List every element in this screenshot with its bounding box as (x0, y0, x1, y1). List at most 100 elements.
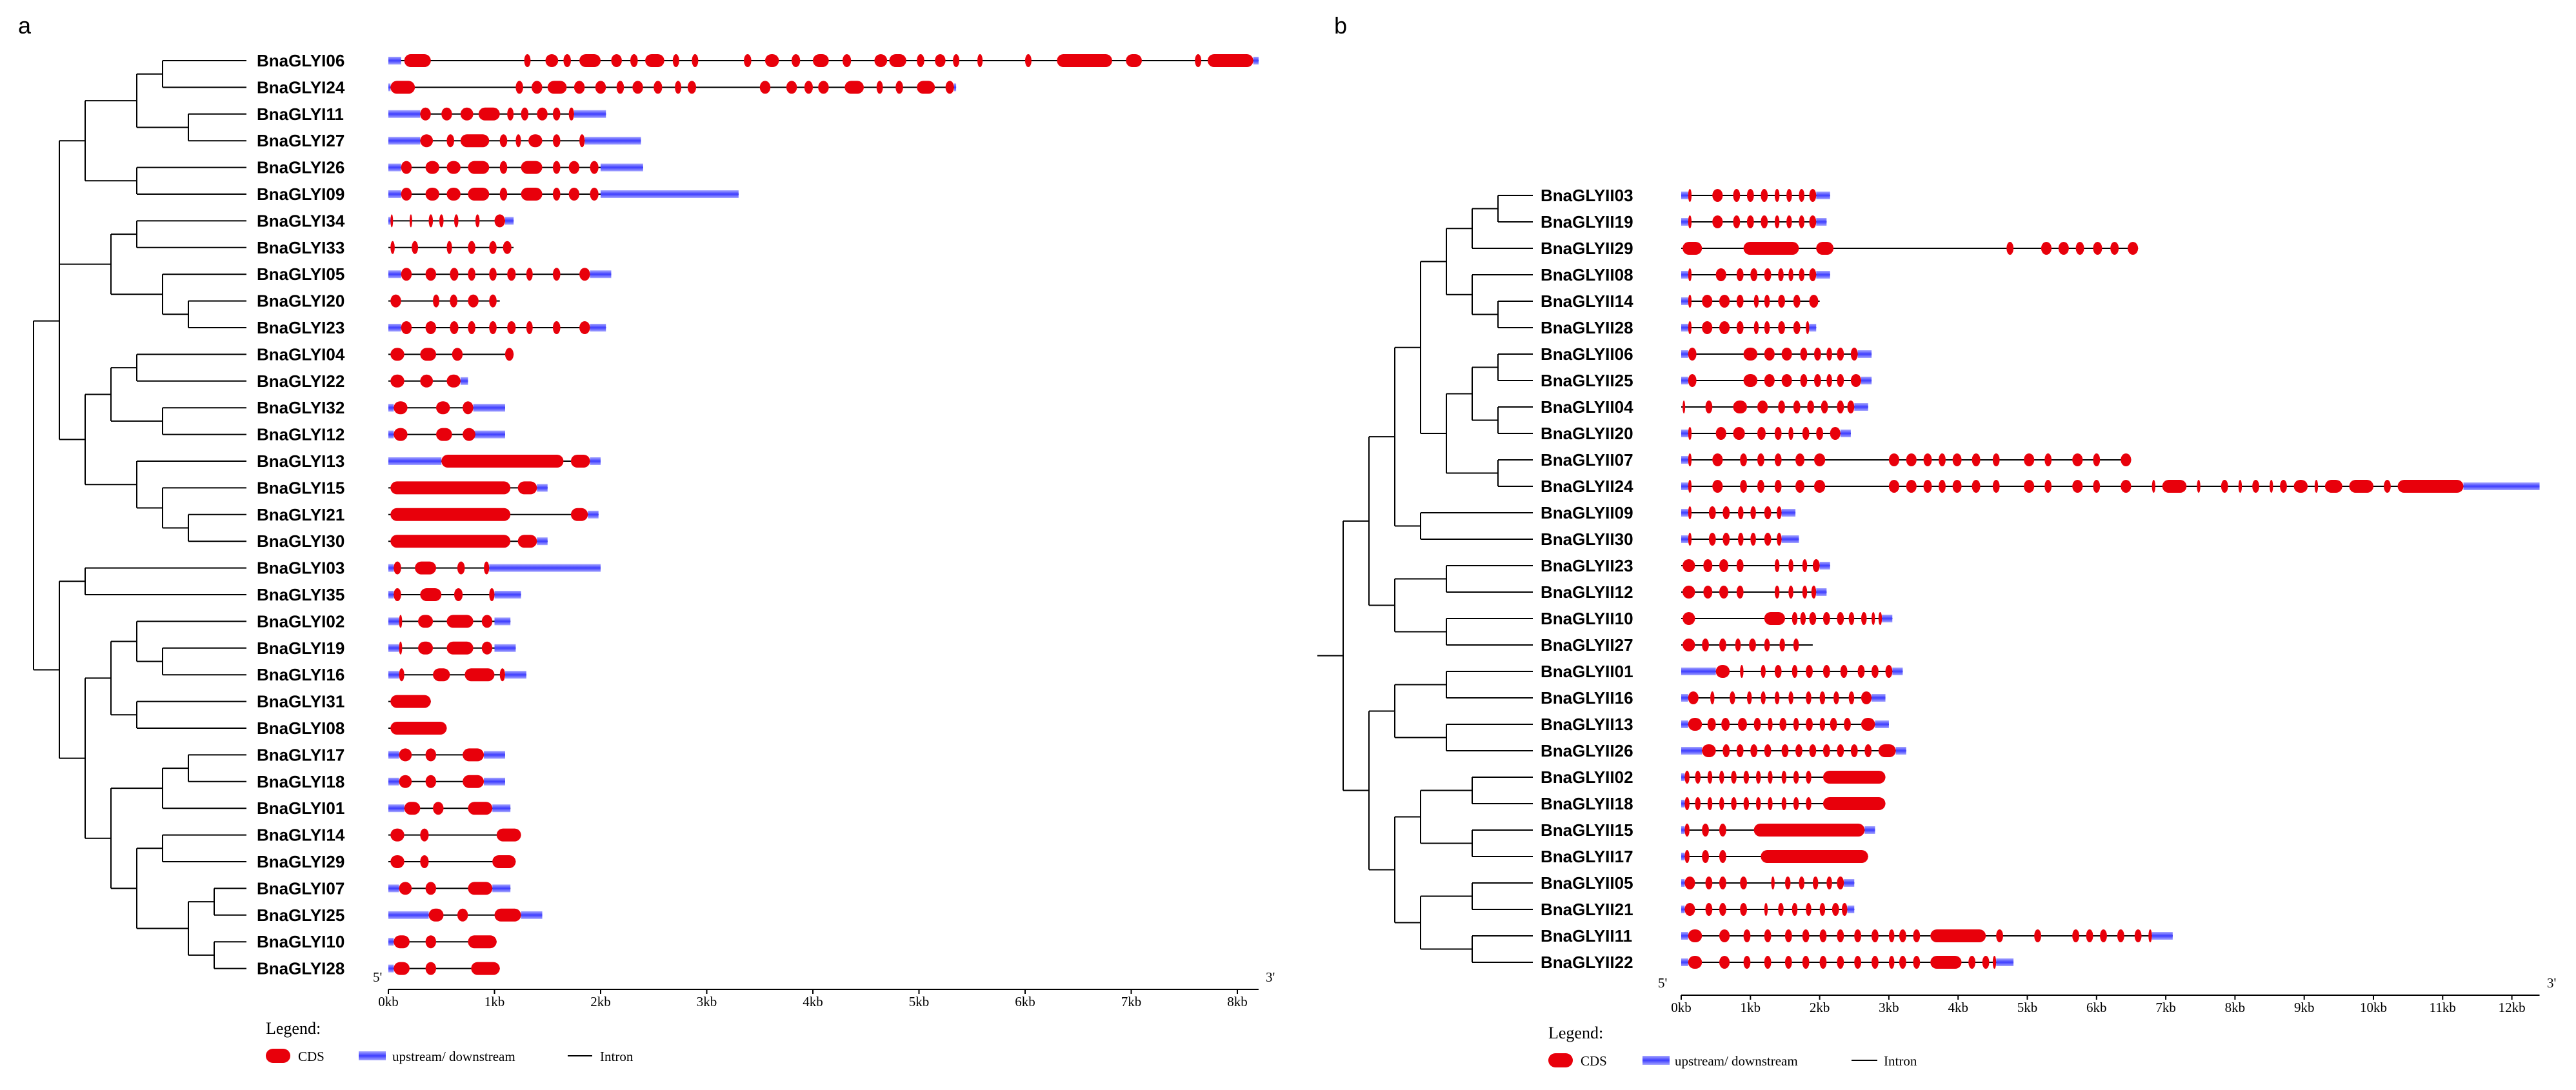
cds-exon (1702, 744, 1716, 757)
gene-structure (1681, 797, 1886, 810)
cds-exon (1761, 189, 1768, 202)
cds-exon (2072, 453, 2083, 466)
gene-label: BnaGLYI04 (257, 344, 345, 364)
cds-exon (1774, 215, 1780, 228)
gene-label: BnaGLYII10 (1541, 609, 1633, 628)
cds-exon (425, 161, 439, 174)
cds-exon (1848, 612, 1855, 625)
downstream-region (492, 804, 511, 813)
cds-exon (450, 268, 459, 281)
gene-structure (1681, 348, 1872, 361)
cds-exon (481, 641, 493, 655)
gene-structure (388, 615, 511, 628)
gene-label: BnaGLYII04 (1541, 397, 1633, 417)
cds-exon (1878, 612, 1882, 625)
cds-exon (1730, 691, 1735, 704)
cds-exon (1837, 374, 1844, 387)
gene-label: BnaGLYII07 (1541, 450, 1633, 470)
cds-exon (2293, 480, 2308, 493)
cds-exon (1788, 427, 1793, 440)
cds-exon (1899, 929, 1906, 942)
cds-exon (425, 935, 437, 949)
gene-structure (1681, 665, 1903, 678)
cds-exon (1854, 929, 1861, 942)
cds-exon (532, 81, 543, 94)
cds-exon (1719, 771, 1724, 784)
cds-exon (917, 54, 924, 67)
axis-tick-label: 7kb (2155, 1000, 2176, 1015)
cds-exon (1777, 506, 1782, 519)
cds-exon (2384, 480, 2391, 493)
legend-title-b: Legend: (1548, 1024, 1603, 1042)
upstream-region (388, 57, 401, 64)
cds-exon (2024, 480, 2035, 493)
cds-exon (1207, 54, 1253, 67)
gene-structure (1681, 189, 1830, 202)
downstream-region (1816, 271, 1830, 279)
cds-exon (1930, 956, 1962, 969)
cds-exon (2110, 242, 2119, 255)
gene-structure (1681, 903, 1855, 916)
cds-exon (390, 294, 401, 308)
cds-exon (1733, 401, 1747, 413)
cds-exon (1746, 189, 1754, 202)
cds-exon (1806, 321, 1810, 334)
cds-exon (1837, 348, 1844, 361)
cds-exon (2117, 929, 2124, 942)
gene-structure (1681, 215, 1827, 228)
cds-exon (524, 54, 531, 67)
cds-exon (1819, 929, 1827, 942)
cds-exon (1703, 559, 1713, 572)
gene-structure (388, 882, 511, 895)
cds-exon (570, 455, 590, 468)
upstream-region (388, 430, 394, 439)
axis-tick-label: 0kb (1671, 1000, 1692, 1015)
cds-exon (1800, 374, 1808, 387)
cds-exon (1822, 665, 1830, 678)
gene-label: BnaGLYII23 (1541, 556, 1633, 575)
cds-exon (433, 294, 439, 308)
downstream-region (504, 217, 514, 225)
gene-label: BnaGLYI07 (257, 878, 344, 898)
cds-exon (895, 81, 903, 94)
cds-exon (446, 641, 474, 655)
cds-exon (1799, 215, 1804, 228)
gene-structure (1681, 427, 1851, 440)
cds-exon (420, 107, 431, 121)
cds-exon (420, 855, 429, 868)
gene-label: BnaGLYI18 (257, 772, 344, 791)
upstream-region (388, 110, 421, 118)
cds-exon (499, 668, 505, 682)
cds-exon (1755, 771, 1761, 784)
cds-exon (1733, 189, 1741, 202)
cds-exon (1819, 691, 1826, 704)
cds-exon (818, 81, 829, 94)
cds-exon (1816, 242, 1834, 255)
cds-exon (390, 348, 404, 361)
cds-exon (1764, 612, 1785, 625)
cds-exon (2086, 929, 2093, 942)
cds-exon (1923, 480, 1932, 493)
cds-exon (687, 81, 697, 94)
gene-structure (388, 588, 521, 601)
cds-exon (1778, 268, 1784, 281)
cds-exon (552, 107, 561, 121)
cds-exon (1779, 639, 1785, 651)
gene-label: BnaGLYI19 (257, 639, 344, 658)
cds-exon (475, 214, 480, 228)
cds-exon (1992, 453, 2000, 466)
cds-exon (1837, 744, 1844, 757)
cds-exon (1781, 348, 1792, 361)
cds-exon (517, 535, 537, 548)
cds-exon (1806, 797, 1812, 810)
cds-exon (792, 54, 801, 67)
cds-exon (1793, 401, 1801, 413)
axis-tick-label: 7kb (1121, 994, 1142, 1009)
cds-exon (1872, 612, 1875, 625)
cds-exon (1761, 215, 1768, 228)
upstream-region (1681, 906, 1685, 913)
downstream-region (494, 617, 511, 626)
cds-exon (494, 908, 521, 922)
cds-exon (1733, 427, 1745, 440)
cds-exon (1722, 506, 1730, 519)
